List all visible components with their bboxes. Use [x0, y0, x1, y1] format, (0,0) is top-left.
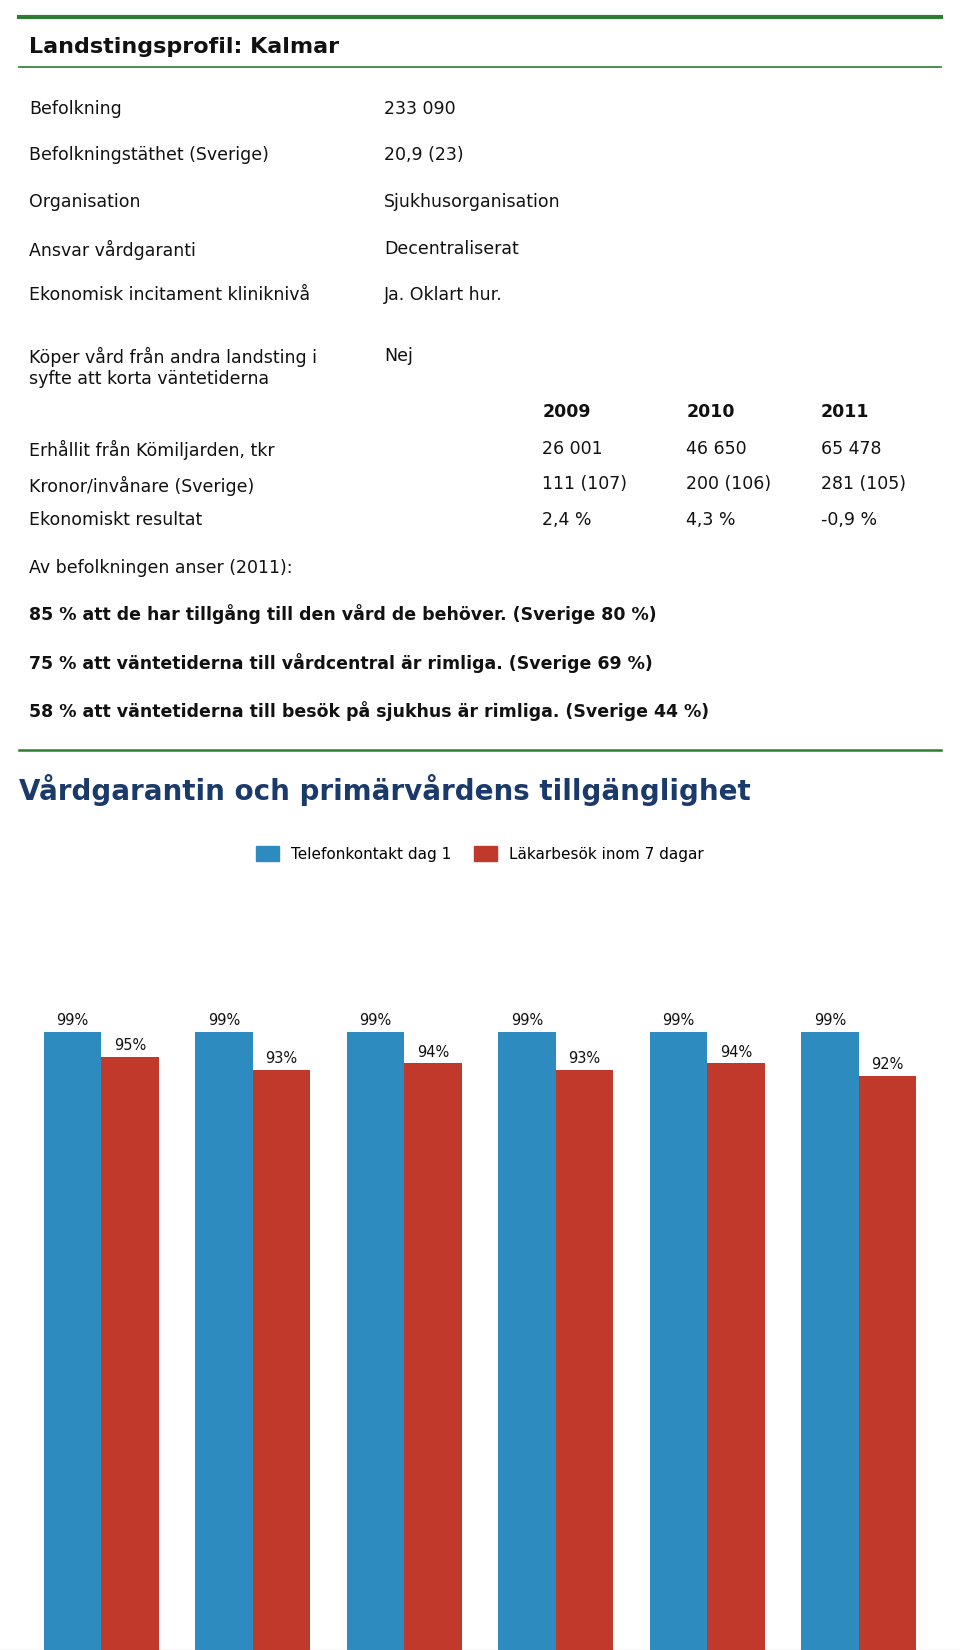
Text: Köper vård från andra landsting i
syfte att korta väntetiderna: Köper vård från andra landsting i syfte …: [29, 346, 317, 388]
Bar: [101, 1058, 158, 1650]
Text: Kronor/invånare (Sverige): Kronor/invånare (Sverige): [29, 475, 254, 495]
Text: 2,4 %: 2,4 %: [542, 512, 592, 530]
Text: Ekonomiskt resultat: Ekonomiskt resultat: [29, 512, 202, 530]
Text: Decentraliserat: Decentraliserat: [384, 239, 518, 257]
Text: 200 (106): 200 (106): [686, 475, 772, 493]
Bar: [859, 1076, 917, 1650]
Text: 20,9 (23): 20,9 (23): [384, 147, 464, 165]
Text: 99%: 99%: [511, 1013, 543, 1028]
Text: 93%: 93%: [266, 1051, 298, 1066]
Text: 92%: 92%: [872, 1058, 903, 1072]
Bar: [556, 1069, 613, 1650]
Text: Ansvar vårdgaranti: Ansvar vårdgaranti: [29, 239, 196, 259]
Bar: [404, 1063, 462, 1650]
Text: 111 (107): 111 (107): [542, 475, 628, 493]
Text: 2009: 2009: [542, 403, 591, 421]
Text: 93%: 93%: [568, 1051, 601, 1066]
Bar: [43, 1033, 101, 1650]
Text: 2010: 2010: [686, 403, 735, 421]
Text: 58 % att väntetiderna till besök på sjukhus är rimliga. (Sverige 44 %): 58 % att väntetiderna till besök på sjuk…: [29, 701, 708, 721]
Text: 75 % att väntetiderna till vårdcentral är rimliga. (Sverige 69 %): 75 % att väntetiderna till vårdcentral ä…: [29, 652, 653, 673]
Bar: [195, 1033, 252, 1650]
Text: Befolkningstäthet (Sverige): Befolkningstäthet (Sverige): [29, 147, 269, 165]
Bar: [347, 1033, 404, 1650]
Bar: [252, 1069, 310, 1650]
Bar: [708, 1063, 765, 1650]
Text: 99%: 99%: [57, 1013, 88, 1028]
Text: 233 090: 233 090: [384, 99, 456, 117]
Text: 99%: 99%: [814, 1013, 846, 1028]
Text: 26 001: 26 001: [542, 441, 603, 459]
Text: 99%: 99%: [207, 1013, 240, 1028]
Text: 94%: 94%: [720, 1044, 753, 1059]
Text: 94%: 94%: [417, 1044, 449, 1059]
Text: Vårdgarantin och primärvårdens tillgänglighet: Vårdgarantin och primärvårdens tillgängl…: [19, 774, 751, 807]
Bar: [802, 1033, 859, 1650]
Text: 281 (105): 281 (105): [821, 475, 906, 493]
Text: Sjukhusorganisation: Sjukhusorganisation: [384, 193, 561, 211]
Text: -0,9 %: -0,9 %: [821, 512, 876, 530]
Text: Organisation: Organisation: [29, 193, 140, 211]
Text: 95%: 95%: [114, 1038, 146, 1053]
Bar: [650, 1033, 708, 1650]
Text: Av befolkningen anser (2011):: Av befolkningen anser (2011):: [29, 559, 292, 578]
Text: Befolkning: Befolkning: [29, 99, 122, 117]
Text: Nej: Nej: [384, 346, 413, 365]
Text: 2011: 2011: [821, 403, 870, 421]
Text: 4,3 %: 4,3 %: [686, 512, 736, 530]
Text: Ekonomisk incitament kliniknivå: Ekonomisk incitament kliniknivå: [29, 285, 310, 304]
Text: 65 478: 65 478: [821, 441, 881, 459]
Text: 99%: 99%: [662, 1013, 695, 1028]
Text: 85 % att de har tillgång till den vård de behöver. (Sverige 80 %): 85 % att de har tillgång till den vård d…: [29, 604, 657, 624]
Text: Landstingsprofil: Kalmar: Landstingsprofil: Kalmar: [29, 38, 339, 58]
Text: 46 650: 46 650: [686, 441, 747, 459]
Bar: [498, 1033, 556, 1650]
Text: Erhållit från Kömiljarden, tkr: Erhållit från Kömiljarden, tkr: [29, 441, 275, 460]
Text: Ja. Oklart hur.: Ja. Oklart hur.: [384, 285, 503, 304]
Text: 99%: 99%: [359, 1013, 392, 1028]
Legend: Telefonkontakt dag 1, Läkarbesök inom 7 dagar: Telefonkontakt dag 1, Läkarbesök inom 7 …: [250, 840, 710, 868]
